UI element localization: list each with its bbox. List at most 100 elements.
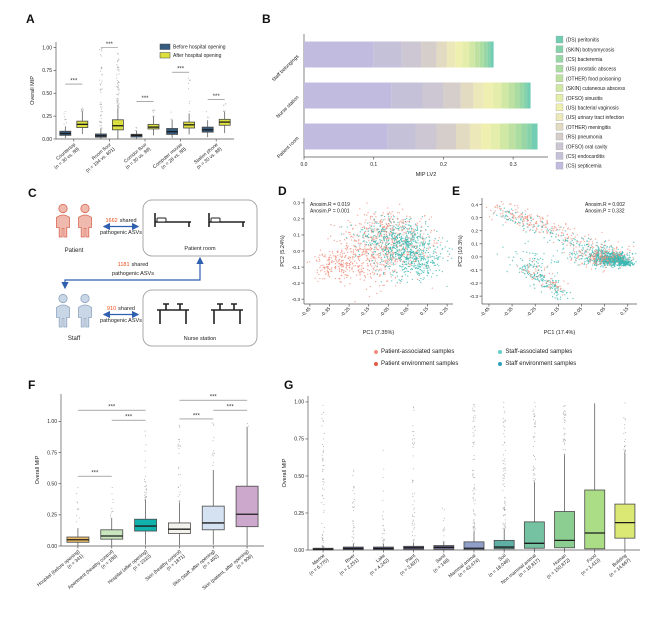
panel-e-scatter: -0.3 -0.2 -0.1 0.0 0.1 0.2 0.3 0.4 -0.45 -0.35 -0.… (458, 198, 637, 336)
svg-text:Countertop(n = 30 vs. 88): Countertop(n = 30 vs. 88) (50, 142, 81, 171)
legend-dot-icon (498, 362, 503, 366)
legend-item-label: Staff-associated samples (505, 349, 573, 355)
svg-text:1.00: 1.00 (42, 45, 52, 51)
bar-segment (455, 41, 463, 68)
bar-segment (508, 123, 516, 150)
panel-b-label: B (262, 12, 271, 26)
svg-text:Human(n = 150,872): Human(n = 150,872) (542, 553, 572, 581)
svg-text:-0.35: -0.35 (503, 306, 515, 318)
link3-line1: 910 shared (107, 306, 135, 312)
svg-text:(OFSO) sinusitis: (OFSO) sinusitis (566, 96, 603, 102)
svg-text:Plant(n = 3,697): Plant(n = 3,697) (395, 553, 421, 577)
svg-text:(OTHER) food poisoning: (OTHER) food poisoning (566, 76, 621, 82)
svg-text:Corridor floor(n = 30 vs. 88): Corridor floor(n = 30 vs. 88) (121, 142, 152, 171)
plot-B: 0.0 0.1 0.2 0.3 MIP LV2 Staff belongings Nurse… (271, 34, 626, 178)
box (134, 518, 157, 532)
legend-dot-icon (374, 362, 378, 366)
svg-text:-0.3: -0.3 (470, 294, 479, 300)
svg-text:After hospital opening: After hospital opening (173, 53, 222, 59)
bar-segment (483, 41, 488, 68)
svg-text:(CS) septicemia: (CS) septicemia (566, 164, 602, 170)
svg-text:0.05: 0.05 (596, 306, 607, 317)
bar-segment (474, 41, 480, 68)
staff-label: Staff (68, 336, 81, 342)
bar-segment (462, 41, 470, 68)
box (614, 503, 636, 539)
svg-text:1.00: 1.00 (294, 400, 304, 406)
svg-text:0.2: 0.2 (471, 229, 478, 235)
svg-text:-0.05: -0.05 (379, 306, 391, 318)
legend-item: Patient-associated samples (374, 346, 458, 358)
bar-segment (446, 41, 456, 68)
box (168, 522, 191, 534)
box (201, 505, 225, 531)
link2-line1: 1181 shared (118, 262, 149, 268)
svg-text:-0.15: -0.15 (359, 306, 371, 318)
link1-line2: pathogenic ASVs (100, 230, 142, 236)
box (112, 119, 124, 131)
svg-text:Staff belongings: Staff belongings (271, 53, 301, 83)
plot-E: -0.3 -0.2 -0.1 0.0 0.1 0.2 0.3 0.4 -0.45 -0.35 -0.… (458, 198, 637, 336)
svg-text:PC2 (10.3%): PC2 (10.3%) (458, 235, 464, 267)
bar-segment (490, 123, 500, 150)
svg-text:Patient room: Patient room (276, 136, 300, 160)
bar-segment (523, 82, 528, 109)
bar-segment (443, 82, 461, 109)
bar-segment (487, 41, 491, 68)
svg-text:Building(n = 14,667): Building(n = 14,667) (604, 553, 632, 579)
legend-item-label: Staff environment samples (505, 361, 577, 367)
legend-patient-staff-samples: Patient-associated samples Patient enviro… (374, 346, 576, 370)
bed-icon (208, 213, 245, 227)
svg-text:***: *** (70, 79, 78, 85)
bar-segment (519, 82, 524, 109)
legend-item-label: Patient environment samples (381, 361, 459, 367)
panel-c-diagram: Patient Patient room 1662 shared pathogen… (56, 199, 258, 347)
svg-text:Marine(n = 6,775): Marine(n = 6,775) (305, 553, 331, 577)
bar-segment (527, 123, 532, 150)
bar-segment (436, 41, 447, 68)
bar-segment (469, 123, 482, 150)
svg-text:(CS) endocarditis: (CS) endocarditis (566, 154, 605, 160)
svg-text:(CS) bacteremia: (CS) bacteremia (566, 57, 603, 63)
svg-text:0.25: 0.25 (439, 306, 450, 317)
plot-A: 0.00 0.25 0.50 0.75 1.00 Overall MIP Counterto… (30, 42, 234, 175)
svg-text:-0.45: -0.45 (479, 306, 491, 318)
panel-g-label: G (284, 378, 294, 392)
svg-text:Anosim.P = 0.001: Anosim.P = 0.001 (310, 209, 350, 215)
bar-segment (373, 41, 402, 68)
bar-segment (483, 82, 493, 109)
bar-segment (401, 41, 422, 68)
svg-text:***: *** (227, 405, 235, 411)
panel-b-stacked-bar: 0.0 0.1 0.2 0.3 MIP LV2 Staff belongings Nurse… (271, 34, 626, 178)
svg-text:Anosim.R = 0.019: Anosim.R = 0.019 (310, 202, 350, 208)
link2-line2: pathogenic ASVs (112, 271, 154, 277)
legend-item: Patient environment samples (374, 358, 458, 370)
svg-text:-0.2: -0.2 (292, 281, 301, 287)
patient-room-box (142, 199, 258, 257)
panel-d-label: D (278, 184, 287, 198)
svg-text:Anosim.R = 0.002: Anosim.R = 0.002 (585, 202, 625, 208)
bar-segment (514, 82, 520, 109)
desk-icon (157, 303, 189, 324)
svg-text:Room floor(n = 194 vs. 601): Room floor(n = 194 vs. 601) (81, 142, 117, 175)
svg-text:PC2 (5.24%): PC2 (5.24%) (280, 235, 286, 267)
svg-text:Hospital (before opening)(n =: Hospital (before opening)(n = 341) (36, 549, 85, 593)
svg-text:-0.45: -0.45 (300, 306, 312, 318)
staff-icon (78, 293, 92, 328)
bar-segment (460, 82, 474, 109)
svg-text:(SKIN) cutaneous abscess: (SKIN) cutaneous abscess (566, 86, 626, 92)
svg-text:MIP LV2: MIP LV2 (416, 172, 437, 178)
svg-text:0.75: 0.75 (47, 450, 57, 456)
bar-segment (304, 123, 388, 150)
svg-text:0.50: 0.50 (42, 91, 52, 97)
scatter-points (303, 202, 453, 303)
svg-text:0.2: 0.2 (440, 162, 447, 168)
svg-text:***: *** (210, 395, 218, 401)
svg-text:(DS) peritonitis: (DS) peritonitis (566, 38, 600, 44)
link1-line1: 1662 shared (105, 218, 136, 224)
bar-segment (422, 82, 444, 109)
panel-g-boxplot: 0.00 0.25 0.50 0.75 1.00 Overall MIP Marine(n … (282, 396, 640, 586)
panel-e-label: E (452, 184, 461, 198)
svg-text:0.4: 0.4 (471, 202, 478, 208)
bar-segment (421, 41, 437, 68)
